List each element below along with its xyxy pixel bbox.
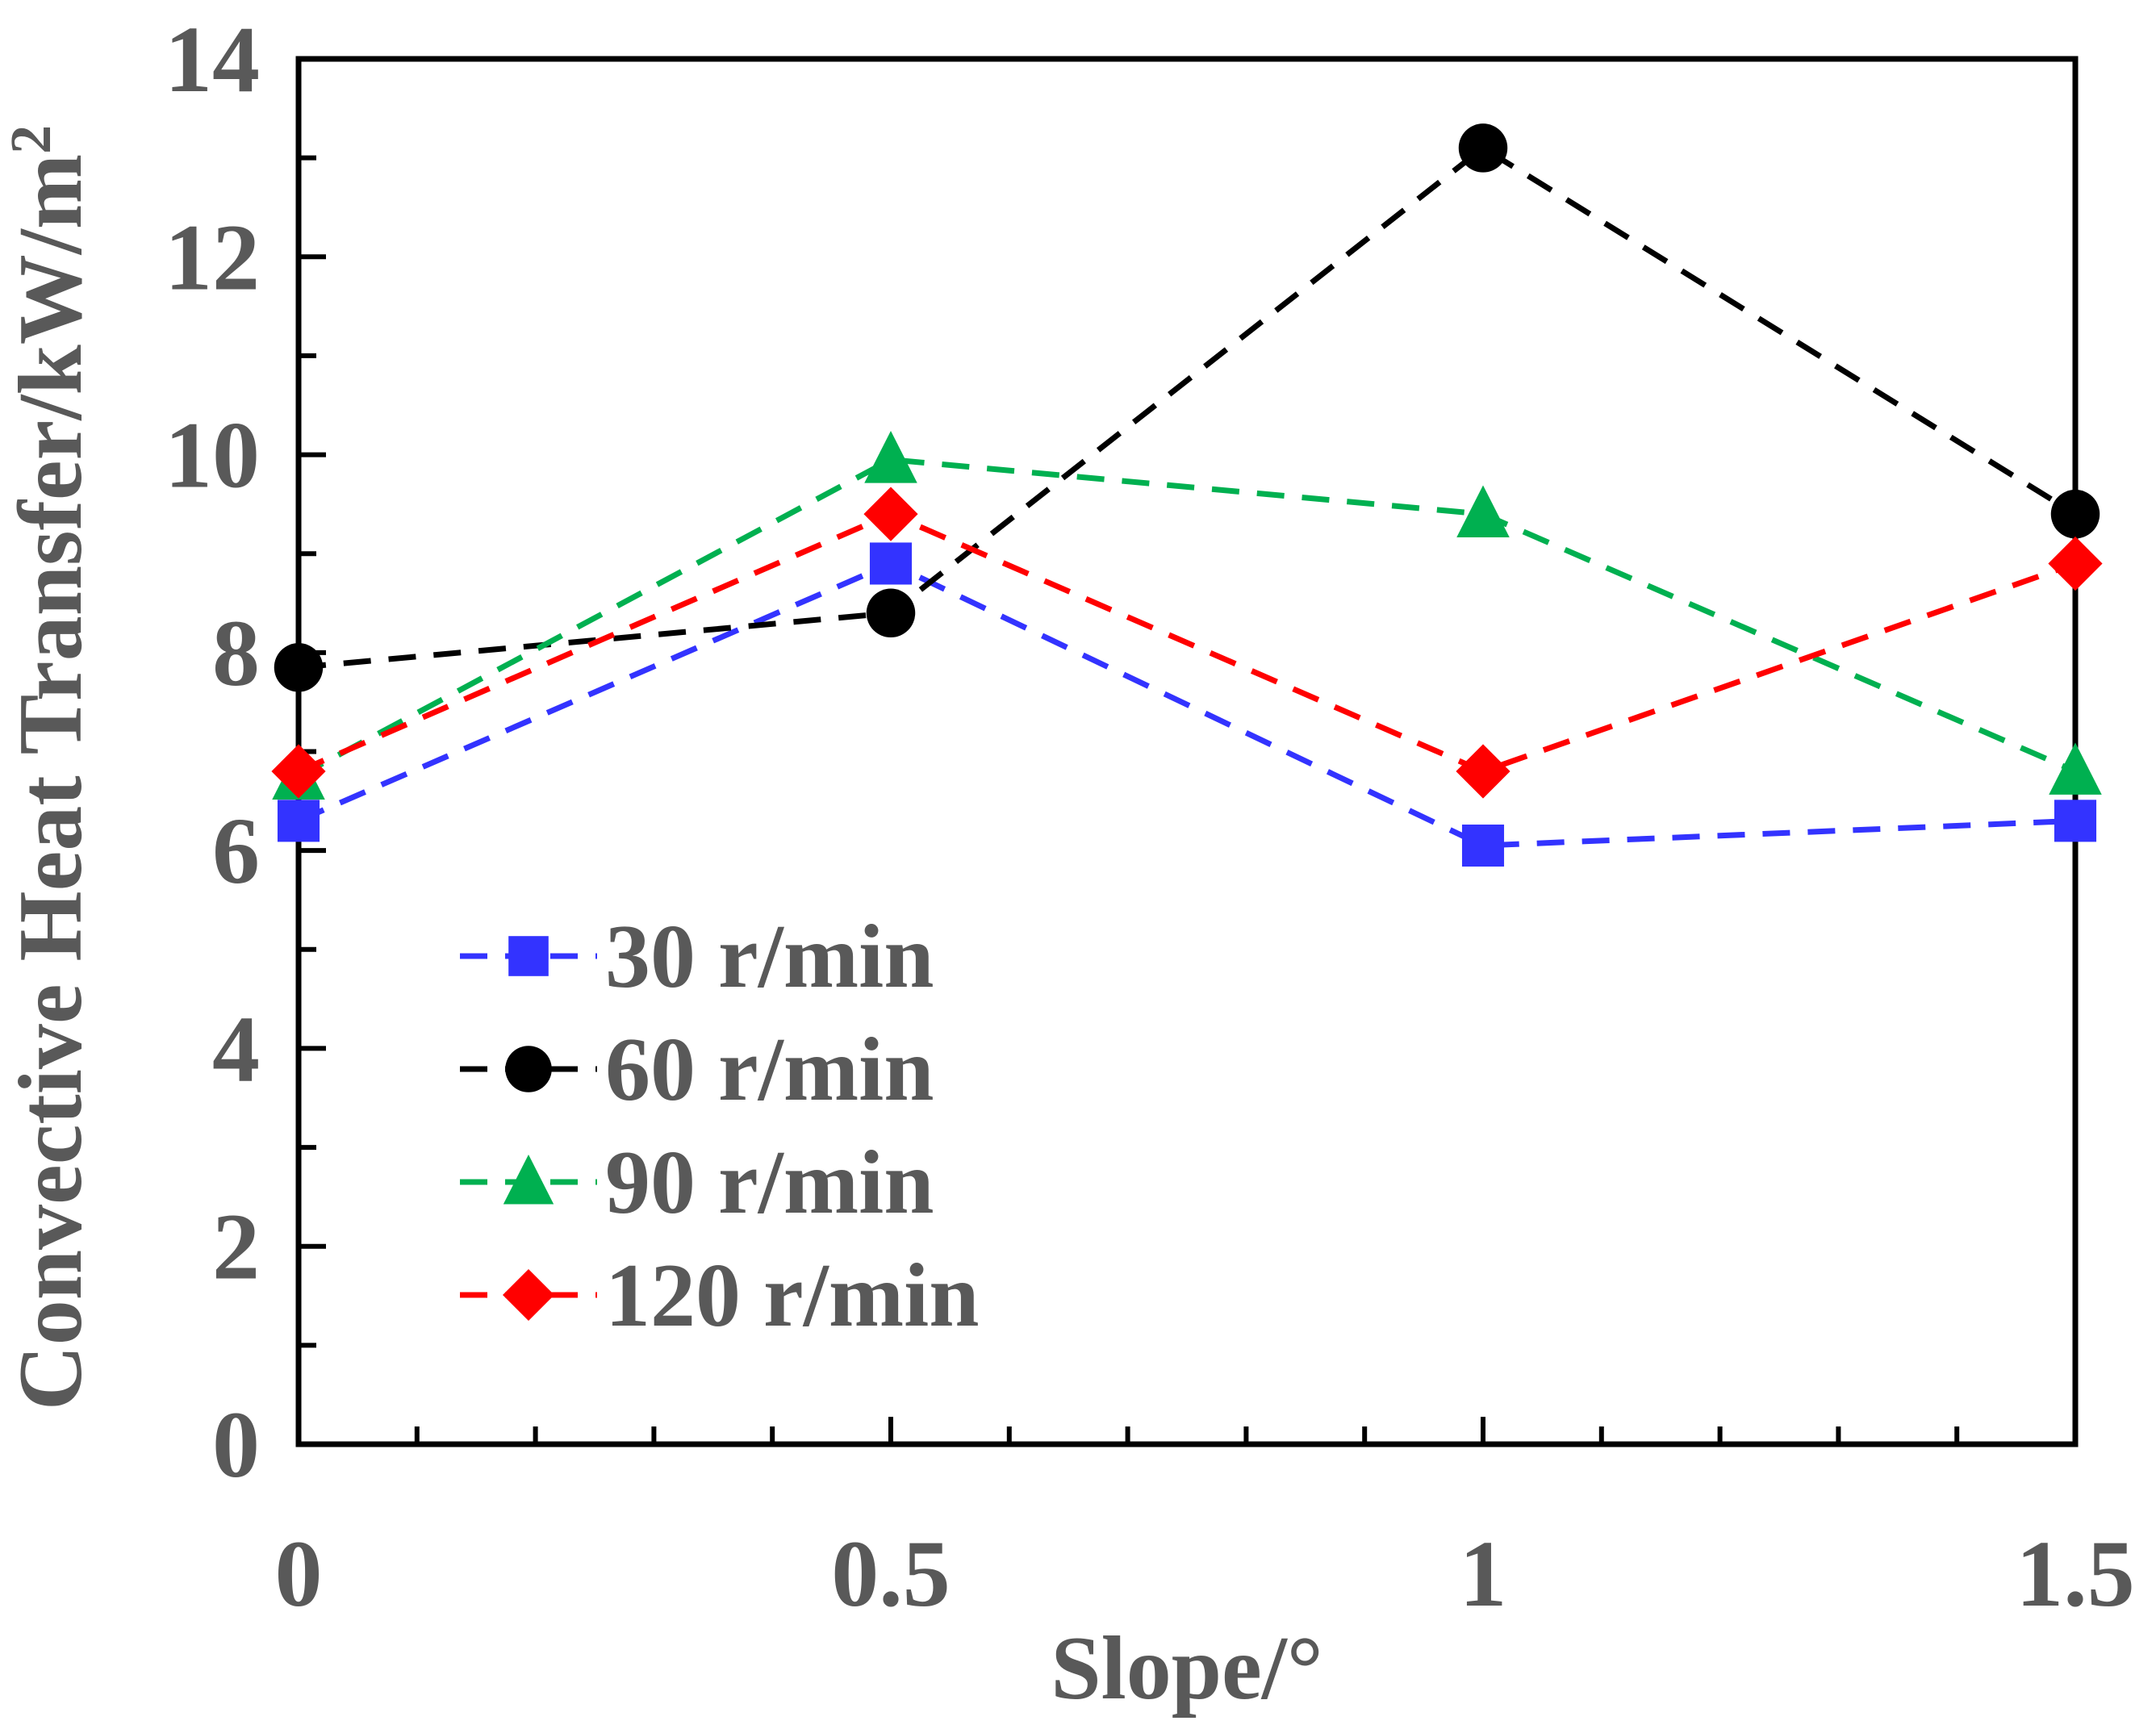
legend-label: 30 r/min <box>605 907 934 1007</box>
legend-label: 120 r/min <box>605 1246 980 1346</box>
legend: 30 r/min 60 r/min 90 r/min 120 r/min <box>460 907 980 1346</box>
y-tick-label: 2 <box>212 1194 260 1300</box>
x-axis-title: Slope/° <box>1051 1618 1322 1719</box>
x-tick-label: 0.5 <box>831 1521 951 1627</box>
y-tick-label: 12 <box>165 204 260 310</box>
legend-label: 90 r/min <box>605 1133 934 1233</box>
legend-item-120-r-min: 120 r/min <box>460 1246 980 1346</box>
data-point-30-r-min <box>277 800 320 842</box>
series-90-r-min <box>272 431 2102 800</box>
data-point-120-r-min <box>863 487 918 541</box>
y-axis-title-text: Convective Heat Transfer/kW/m <box>1 154 101 1410</box>
data-point-90-r-min <box>864 431 917 483</box>
series-line-30-r-min <box>297 560 2076 849</box>
data-point-60-r-min <box>274 643 324 692</box>
data-point-90-r-min <box>1456 485 1510 538</box>
x-tick-label: 1 <box>1460 1521 1507 1627</box>
series-line-90-r-min <box>297 457 2077 779</box>
data-point-60-r-min <box>866 588 916 638</box>
data-point-30-r-min <box>2054 800 2097 842</box>
legend-marker <box>508 936 549 976</box>
data-point-30-r-min <box>869 542 913 585</box>
series-layer <box>271 123 2103 867</box>
series-30-r-min <box>277 542 2097 867</box>
data-point-120-r-min <box>271 744 326 799</box>
y-tick-label: 8 <box>212 600 260 706</box>
axes-layer: 0 2 4 6 8 10 12 14 0 0.5 1 1.5 <box>165 6 2135 1627</box>
legend-item-60-r-min: 60 r/min <box>460 1020 934 1120</box>
x-tick-label: 0 <box>275 1521 323 1627</box>
series-60-r-min <box>274 123 2100 692</box>
legend-label: 60 r/min <box>605 1020 934 1120</box>
data-point-60-r-min <box>2050 489 2100 539</box>
y-tick-label: 10 <box>165 403 260 508</box>
plot-frame <box>295 56 2079 1447</box>
legend-marker <box>503 1155 554 1205</box>
legend-marker <box>505 1046 552 1092</box>
y-axis-title: Convective Heat Transfer/kW/m2 <box>0 125 101 1410</box>
y-tick-label: 0 <box>212 1392 260 1497</box>
data-point-120-r-min <box>2048 536 2103 591</box>
y-tick-label: 6 <box>212 798 260 904</box>
series-line-120-r-min <box>297 511 2077 775</box>
y-tick-label: 4 <box>212 996 260 1101</box>
data-point-30-r-min <box>1461 824 1505 867</box>
legend-item-90-r-min: 90 r/min <box>460 1133 934 1233</box>
x-tick-label: 1.5 <box>2016 1521 2135 1627</box>
data-point-120-r-min <box>1456 744 1510 799</box>
y-axis-title-superscript: 2 <box>0 125 63 154</box>
legend-marker <box>503 1269 554 1321</box>
y-tick-label: 14 <box>165 6 260 112</box>
data-point-60-r-min <box>1458 123 1508 173</box>
series-line-60-r-min <box>298 144 2077 670</box>
series-120-r-min <box>271 487 2103 799</box>
data-point-90-r-min <box>2049 742 2102 795</box>
legend-item-30-r-min: 30 r/min <box>460 907 934 1007</box>
